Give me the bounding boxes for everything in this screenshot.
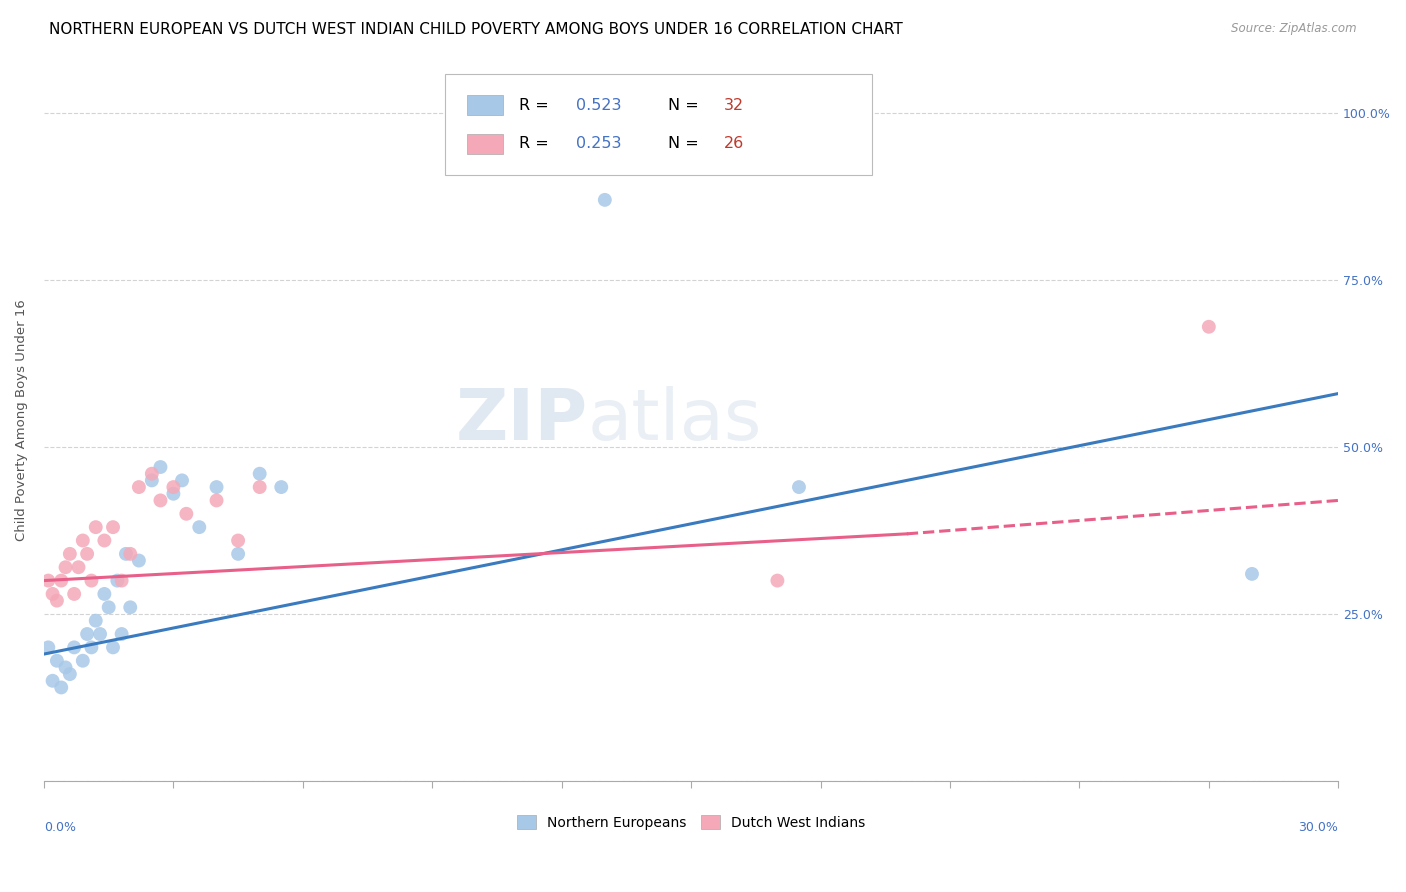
- Point: [115, 547, 138, 561]
- Point: [80, 640, 103, 655]
- Text: 0.0%: 0.0%: [44, 821, 76, 834]
- Point: [67, 560, 90, 574]
- Legend: Northern Europeans, Dutch West Indians: Northern Europeans, Dutch West Indians: [512, 810, 870, 835]
- Point: [101, 640, 124, 655]
- Point: [72, 533, 94, 548]
- Point: [593, 193, 616, 207]
- Point: [249, 480, 271, 494]
- Point: [787, 480, 810, 494]
- FancyBboxPatch shape: [467, 95, 503, 115]
- Text: 0.253: 0.253: [576, 136, 621, 152]
- Point: [37, 574, 59, 588]
- Point: [51, 574, 73, 588]
- Point: [205, 493, 228, 508]
- Text: 26: 26: [724, 136, 744, 152]
- Point: [63, 640, 86, 655]
- Point: [270, 480, 292, 494]
- Point: [55, 560, 77, 574]
- Point: [37, 640, 59, 655]
- Point: [111, 574, 134, 588]
- Point: [149, 493, 172, 508]
- Point: [76, 547, 98, 561]
- Text: ZIP: ZIP: [456, 385, 588, 455]
- Text: NORTHERN EUROPEAN VS DUTCH WEST INDIAN CHILD POVERTY AMONG BOYS UNDER 16 CORRELA: NORTHERN EUROPEAN VS DUTCH WEST INDIAN C…: [49, 22, 903, 37]
- Text: 32: 32: [724, 97, 744, 112]
- Point: [45, 654, 67, 668]
- Point: [249, 467, 271, 481]
- Point: [59, 547, 82, 561]
- Point: [162, 487, 184, 501]
- Text: N =: N =: [668, 136, 703, 152]
- Point: [41, 673, 63, 688]
- Point: [51, 681, 73, 695]
- Point: [89, 627, 111, 641]
- Point: [128, 553, 150, 567]
- Point: [188, 520, 211, 534]
- Point: [84, 614, 107, 628]
- Point: [170, 474, 193, 488]
- Text: Source: ZipAtlas.com: Source: ZipAtlas.com: [1232, 22, 1357, 36]
- Point: [1240, 566, 1263, 581]
- Point: [45, 593, 67, 607]
- FancyBboxPatch shape: [446, 74, 872, 175]
- Point: [226, 533, 249, 548]
- Point: [120, 547, 142, 561]
- Point: [41, 587, 63, 601]
- Point: [141, 474, 163, 488]
- FancyBboxPatch shape: [467, 134, 503, 154]
- Text: R =: R =: [519, 136, 554, 152]
- Point: [80, 574, 103, 588]
- Point: [226, 547, 249, 561]
- Text: N =: N =: [668, 97, 703, 112]
- Y-axis label: Child Poverty Among Boys Under 16: Child Poverty Among Boys Under 16: [15, 300, 28, 541]
- Point: [205, 480, 228, 494]
- Point: [101, 520, 124, 534]
- Point: [128, 480, 150, 494]
- Text: 0.523: 0.523: [576, 97, 621, 112]
- Point: [97, 600, 120, 615]
- Point: [766, 574, 789, 588]
- Point: [63, 587, 86, 601]
- Text: atlas: atlas: [588, 385, 762, 455]
- Point: [1198, 319, 1220, 334]
- Point: [141, 467, 163, 481]
- Point: [176, 507, 198, 521]
- Point: [105, 574, 128, 588]
- Point: [93, 587, 115, 601]
- Point: [111, 627, 134, 641]
- Point: [120, 600, 142, 615]
- Point: [55, 660, 77, 674]
- Point: [84, 520, 107, 534]
- Point: [72, 654, 94, 668]
- Text: 30.0%: 30.0%: [1298, 821, 1339, 834]
- Point: [149, 460, 172, 475]
- Text: R =: R =: [519, 97, 554, 112]
- Point: [93, 533, 115, 548]
- Point: [76, 627, 98, 641]
- Point: [162, 480, 184, 494]
- Point: [59, 667, 82, 681]
